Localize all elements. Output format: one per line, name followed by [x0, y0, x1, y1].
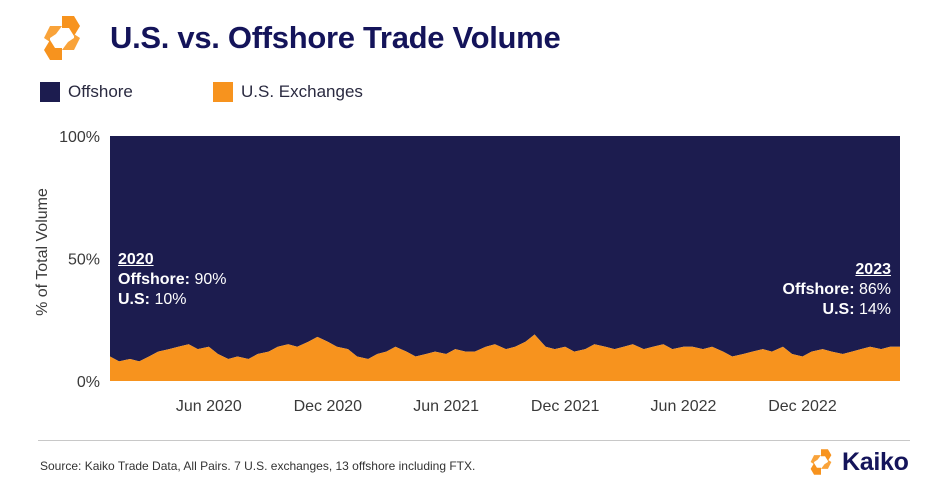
chart-title: U.S. vs. Offshore Trade Volume	[110, 20, 561, 55]
kaiko-logo-icon	[810, 449, 832, 475]
kaiko-logo-icon	[44, 16, 80, 60]
annotation-2023: 2023 Offshore: 86% U.S: 14%	[783, 260, 891, 320]
x-tick-label: Dec 2021	[531, 398, 600, 415]
source-note: Source: Kaiko Trade Data, All Pairs. 7 U…	[40, 459, 476, 473]
series-area-offshore	[110, 136, 900, 362]
annotation-2023-offshore-label: Offshore:	[782, 281, 855, 298]
y-tick-label: 100%	[59, 129, 100, 146]
x-tick-label: Jun 2020	[176, 398, 242, 415]
x-tick-label: Jun 2021	[413, 398, 479, 415]
brand-name: Kaiko	[842, 447, 909, 476]
legend-item-us: U.S. Exchanges	[213, 82, 363, 102]
legend-item-offshore: Offshore	[40, 82, 133, 102]
annotation-2023-offshore-value: 86%	[858, 281, 891, 298]
annotation-2020-offshore-label: Offshore:	[118, 271, 190, 288]
x-tick-label: Jun 2022	[651, 398, 717, 415]
y-tick-label: 0%	[77, 374, 100, 391]
legend-swatch-offshore	[40, 82, 60, 102]
annotation-2020-offshore-value: 90%	[194, 271, 227, 288]
annotation-2020-year: 2020	[118, 251, 154, 268]
x-tick-label: Dec 2022	[768, 398, 837, 415]
series-area-us-exchanges	[110, 334, 900, 381]
annotation-2023-year: 2023	[855, 261, 891, 278]
legend-label-us: U.S. Exchanges	[241, 82, 363, 101]
legend-label-offshore: Offshore	[68, 82, 133, 101]
annotation-2020-us-value: 10%	[154, 291, 187, 308]
annotation-2020-us-label: U.S:	[118, 291, 150, 308]
annotation-2023-us-value: 14%	[858, 301, 891, 318]
y-tick-label: 50%	[68, 252, 100, 269]
x-tick-label: Dec 2020	[294, 398, 363, 415]
legend-swatch-us	[213, 82, 233, 102]
annotation-2020: 2020 Offshore: 90% U.S: 10%	[118, 250, 226, 310]
annotation-2023-us-label: U.S:	[822, 301, 855, 318]
footer-divider	[38, 440, 910, 441]
brand-logo: Kaiko	[806, 447, 909, 477]
